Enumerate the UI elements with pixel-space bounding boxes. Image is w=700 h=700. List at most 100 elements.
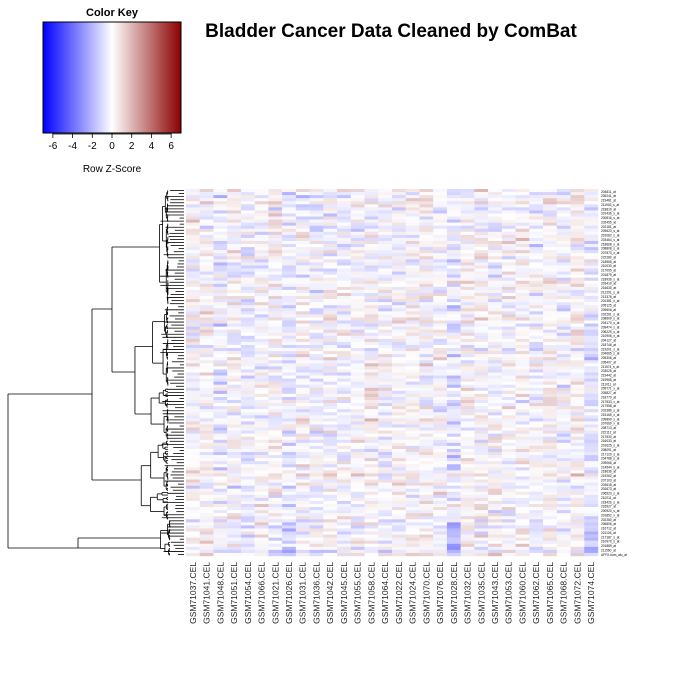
heatmap-cell xyxy=(186,516,200,520)
heatmap-cell xyxy=(474,482,489,486)
heatmap-cell xyxy=(282,534,297,538)
heatmap-cell xyxy=(295,195,310,199)
heatmap-cell xyxy=(515,247,530,251)
heatmap-cell xyxy=(199,461,214,465)
heatmap-cell xyxy=(199,283,214,288)
heatmap-cell xyxy=(529,338,544,343)
heatmap-cell xyxy=(227,540,242,544)
heatmap-cell xyxy=(433,504,448,508)
heatmap-cell xyxy=(378,216,393,220)
heatmap-cell xyxy=(213,237,228,242)
heatmap-cell xyxy=(350,400,365,404)
heatmap-cell xyxy=(199,335,214,340)
heatmap-cell xyxy=(529,277,544,281)
heatmap-cell xyxy=(240,375,255,379)
heatmap-cell xyxy=(240,412,255,416)
heatmap-cell xyxy=(488,265,503,269)
heatmap-cell xyxy=(501,201,516,205)
heatmap-cell xyxy=(460,393,475,398)
heatmap-cell xyxy=(556,299,571,303)
heatmap-cell xyxy=(213,400,228,404)
heatmap-cell xyxy=(584,369,599,373)
column-label: GSM71070.CEL xyxy=(421,562,431,624)
heatmap-cell xyxy=(337,326,351,330)
heatmap-cell xyxy=(405,519,420,523)
heatmap-cell xyxy=(282,439,297,444)
heatmap-cell xyxy=(268,265,283,269)
heatmap-cell xyxy=(323,280,338,285)
heatmap-cell xyxy=(392,357,406,361)
heatmap-cell xyxy=(570,277,585,281)
heatmap-cell xyxy=(213,265,228,269)
heatmap-cell xyxy=(460,317,475,321)
heatmap-cell xyxy=(529,396,544,401)
heatmap-cell xyxy=(227,207,242,211)
heatmap-cell xyxy=(268,250,283,254)
heatmap-cell xyxy=(254,299,269,303)
heatmap-cell xyxy=(392,329,406,333)
heatmap-cell xyxy=(337,381,351,385)
heatmap-cell xyxy=(570,274,585,278)
heatmap-cell xyxy=(240,537,255,541)
heatmap-cell xyxy=(323,427,338,431)
heatmap-cell xyxy=(323,375,338,379)
heatmap-cell xyxy=(446,546,461,551)
heatmap-cell xyxy=(240,430,255,434)
heatmap-cell xyxy=(488,326,503,330)
heatmap-cell xyxy=(584,332,599,336)
heatmap-cell xyxy=(405,305,420,309)
heatmap-cell xyxy=(213,274,228,278)
heatmap-cell xyxy=(240,406,255,410)
heatmap-cell xyxy=(433,262,448,266)
heatmap-cell xyxy=(419,244,434,248)
heatmap-cell xyxy=(501,216,516,220)
heatmap-cell xyxy=(584,366,599,370)
heatmap-cell xyxy=(570,378,585,382)
heatmap-cell xyxy=(282,482,297,486)
heatmap-cell xyxy=(529,448,544,453)
heatmap-cell xyxy=(501,467,516,471)
heatmap-cell xyxy=(556,228,571,233)
heatmap-cell xyxy=(350,247,365,251)
heatmap-cell xyxy=(460,384,475,388)
heatmap-cell xyxy=(419,482,434,486)
heatmap-cell xyxy=(433,531,448,535)
heatmap-cell xyxy=(570,479,585,483)
heatmap-cell xyxy=(584,436,599,440)
heatmap-cell xyxy=(543,234,557,239)
row-label: 217120_s_at xyxy=(601,452,620,456)
heatmap-cell xyxy=(213,442,228,447)
heatmap-cell xyxy=(419,378,434,382)
heatmap-cell xyxy=(543,504,557,508)
heatmap-cell xyxy=(529,228,544,233)
heatmap-cell xyxy=(378,497,393,502)
heatmap-cell xyxy=(186,256,200,260)
heatmap-cell xyxy=(323,231,338,236)
heatmap-cell xyxy=(309,305,324,309)
heatmap-cell xyxy=(556,357,571,361)
heatmap-cell xyxy=(240,427,255,431)
heatmap-cell xyxy=(501,299,516,303)
heatmap-cell xyxy=(556,415,571,419)
heatmap-cell xyxy=(364,277,379,281)
heatmap-cell xyxy=(254,549,269,554)
heatmap-cell xyxy=(186,277,200,281)
heatmap-cell xyxy=(254,237,269,242)
heatmap-cell xyxy=(254,213,269,217)
heatmap-cell xyxy=(309,445,324,450)
heatmap-cell xyxy=(460,338,475,343)
heatmap-cell xyxy=(529,240,544,245)
heatmap-cell xyxy=(309,332,324,336)
heatmap-cell xyxy=(488,504,503,508)
heatmap-cell xyxy=(337,455,351,459)
heatmap-cell xyxy=(309,500,324,505)
heatmap-cell xyxy=(543,549,557,554)
heatmap-cell xyxy=(268,259,283,263)
heatmap-cell xyxy=(323,250,338,254)
column-label: GSM71072.CEL xyxy=(572,562,582,624)
heatmap-cell xyxy=(433,289,448,294)
heatmap-cell xyxy=(186,522,200,526)
heatmap-cell xyxy=(227,277,242,281)
heatmap-cell xyxy=(488,360,503,364)
heatmap-cell xyxy=(556,274,571,278)
